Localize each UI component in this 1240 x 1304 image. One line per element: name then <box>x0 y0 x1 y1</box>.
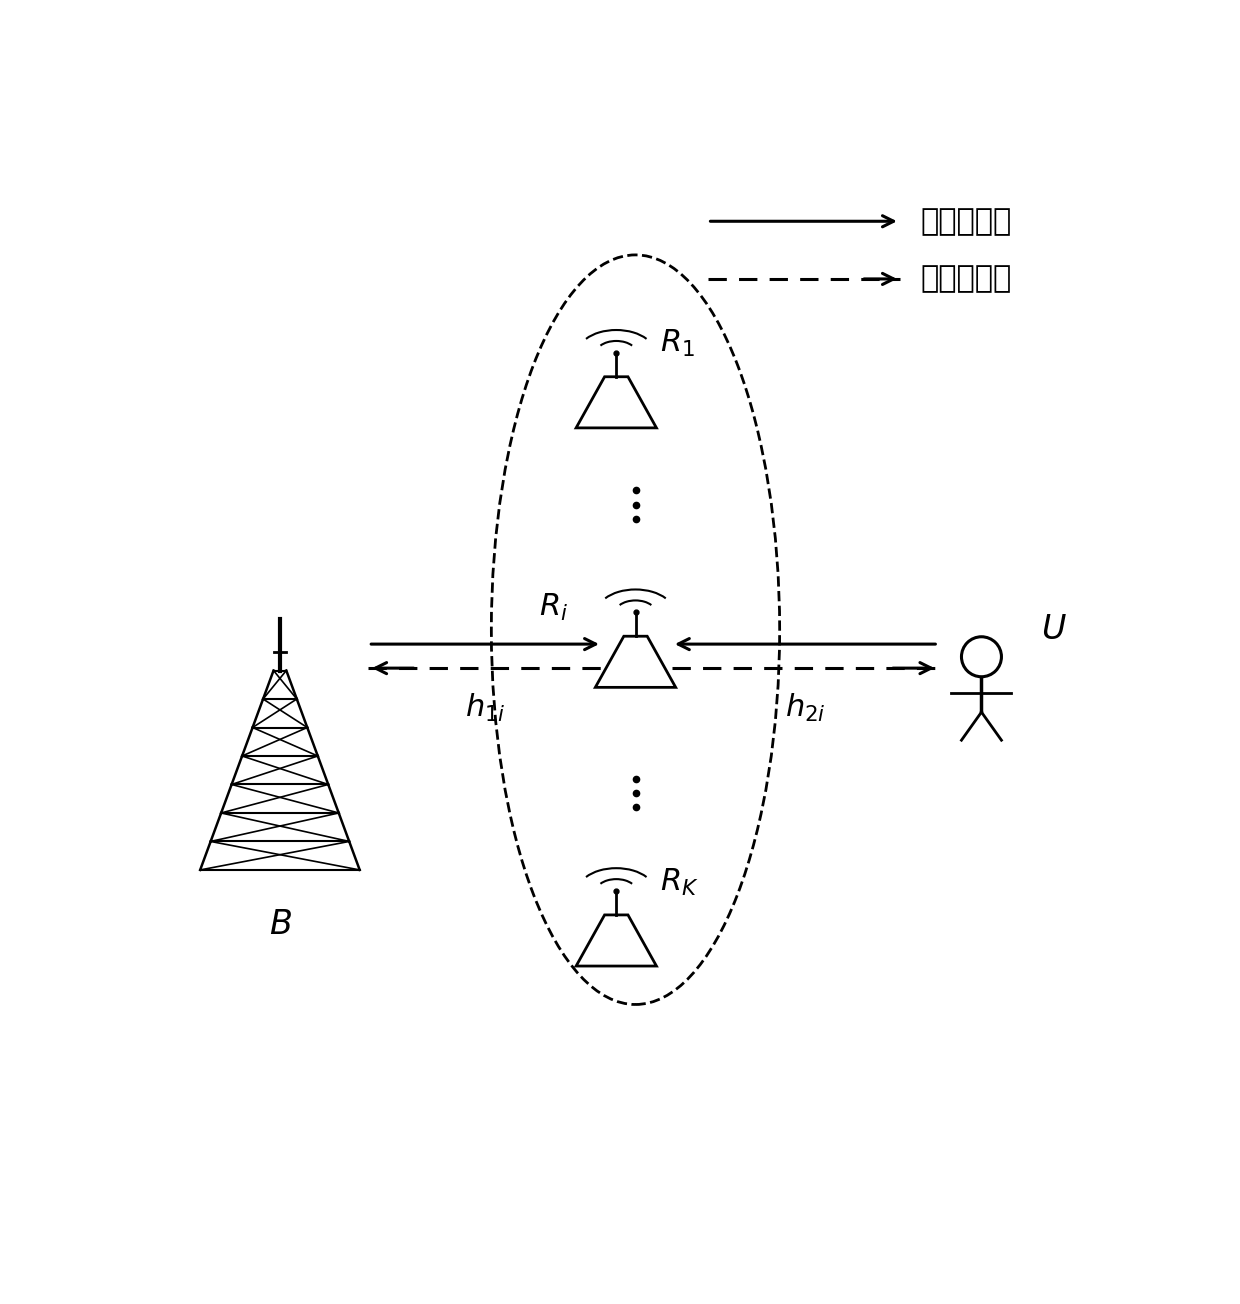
Text: $h_{2i}$: $h_{2i}$ <box>785 692 826 724</box>
Text: $h_{1i}$: $h_{1i}$ <box>465 692 506 724</box>
Text: 第一个时隙: 第一个时隙 <box>921 207 1012 236</box>
Text: 第二个时隙: 第二个时隙 <box>921 265 1012 293</box>
Polygon shape <box>577 377 656 428</box>
Circle shape <box>961 636 1002 677</box>
Text: $U$: $U$ <box>1042 613 1066 647</box>
Text: $R_i$: $R_i$ <box>539 592 568 622</box>
Text: $R_K$: $R_K$ <box>660 866 698 897</box>
Polygon shape <box>577 915 656 966</box>
Polygon shape <box>595 636 676 687</box>
Text: $B$: $B$ <box>269 909 291 941</box>
Text: $R_1$: $R_1$ <box>660 329 694 360</box>
